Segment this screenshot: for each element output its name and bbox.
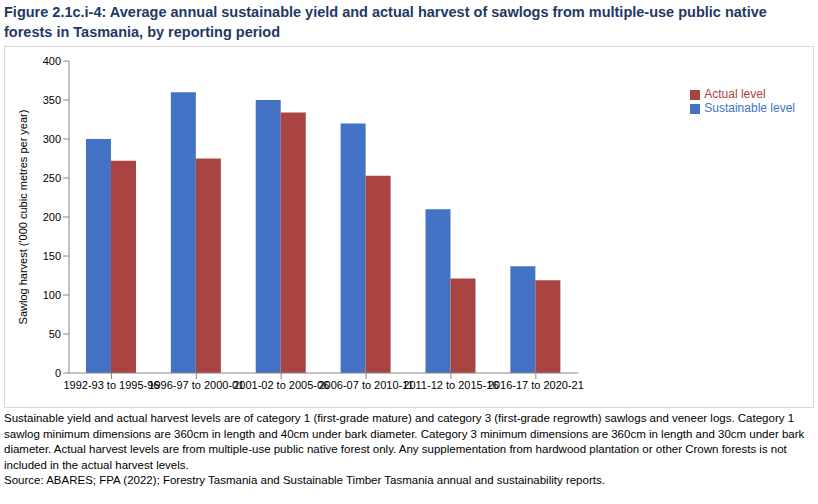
svg-text:2011-12 to 2015-16: 2011-12 to 2015-16 xyxy=(403,379,498,391)
svg-text:250: 250 xyxy=(43,172,61,184)
svg-text:1992-93 to 1995-96: 1992-93 to 1995-96 xyxy=(63,379,159,391)
svg-text:300: 300 xyxy=(43,133,61,145)
svg-text:Sawlog harvest ('000 cubic met: Sawlog harvest ('000 cubic metres per ye… xyxy=(17,110,29,325)
svg-text:2001-02 to 2005-06: 2001-02 to 2005-06 xyxy=(233,379,329,391)
svg-text:350: 350 xyxy=(43,94,61,106)
svg-text:2016-17 to 2020-21: 2016-17 to 2020-21 xyxy=(488,379,584,391)
svg-text:150: 150 xyxy=(43,250,61,262)
svg-text:200: 200 xyxy=(43,211,61,223)
html-text:Figure 2.1c.i-4: Average annua: Figure 2.1c.i-4: Average annual sustaina… xyxy=(4,4,767,40)
html-text:Sustainable level: Sustainable level xyxy=(704,101,795,115)
svg-text:50: 50 xyxy=(49,328,61,340)
svg-text:0: 0 xyxy=(55,367,61,379)
svg-text:100: 100 xyxy=(43,289,61,301)
svg-text:1996-97 to 2000-01: 1996-97 to 2000-01 xyxy=(148,379,244,391)
svg-text:2006-07 to 2010-11: 2006-07 to 2010-11 xyxy=(318,379,413,391)
html-text:Sustainable yield and actual h: Sustainable yield and actual harvest lev… xyxy=(4,412,805,471)
html-text:Actual level: Actual level xyxy=(704,87,766,101)
svg-text:400: 400 xyxy=(43,55,61,67)
html-text:Source: ABARES; FPA (2022); Fo: Source: ABARES; FPA (2022); Forestry Tas… xyxy=(4,474,605,486)
